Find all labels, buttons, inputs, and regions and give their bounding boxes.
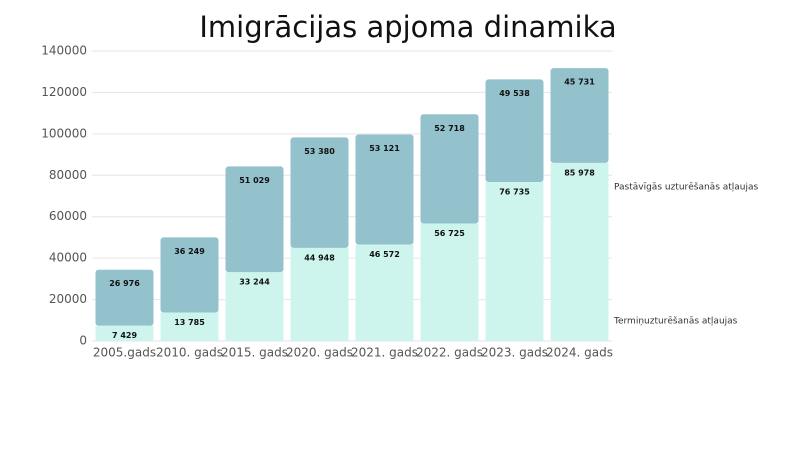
y-tick-label: 120000 <box>41 85 87 99</box>
legend-label: Termiņuzturēšanās atļaujas <box>613 316 738 327</box>
bar-segment <box>95 325 154 341</box>
bar-segment <box>290 247 349 341</box>
value-label: 44 948 <box>304 253 335 262</box>
value-label: 13 785 <box>174 318 205 327</box>
bar-segment <box>550 68 609 163</box>
bar-segment <box>550 162 609 341</box>
x-tick-label: 2015. gads <box>221 346 288 360</box>
y-tick-label: 40000 <box>49 251 87 265</box>
bar-segment <box>355 134 414 245</box>
bar-segment <box>95 269 154 326</box>
bar-segment <box>355 244 414 341</box>
y-tick-label: 60000 <box>49 209 87 223</box>
value-label: 46 572 <box>369 250 400 259</box>
y-tick-label: 140000 <box>41 44 87 58</box>
x-tick-label: 2020. gads <box>286 346 353 360</box>
value-label: 49 538 <box>499 89 530 98</box>
bar-segment <box>290 137 349 248</box>
value-label: 45 731 <box>564 78 595 87</box>
x-tick-label: 2005.gads <box>93 346 156 360</box>
y-tick-label: 20000 <box>49 292 87 306</box>
legend-label: Pastāvīgās uzturēšanās atļaujas <box>614 182 759 193</box>
bar-segment <box>485 182 544 341</box>
x-tick-label: 2010. gads <box>156 346 223 360</box>
x-tick-label: 2022. gads <box>416 346 483 360</box>
value-label: 53 121 <box>369 144 400 153</box>
value-label: 51 029 <box>239 176 270 185</box>
bar-segment <box>160 312 219 341</box>
bar-segment <box>485 79 544 183</box>
bar-segment <box>420 223 479 341</box>
bar-segment <box>225 166 284 273</box>
value-label: 53 380 <box>304 147 335 156</box>
x-tick-label: 2024. gads <box>546 346 613 360</box>
x-tick-label: 2021. gads <box>351 346 418 360</box>
value-label: 7 429 <box>112 331 137 340</box>
bar-segment <box>420 114 479 224</box>
value-label: 76 735 <box>499 188 530 197</box>
x-tick-label: 2023. gads <box>481 346 548 360</box>
y-tick-label: 100000 <box>41 126 87 140</box>
chart-title: Imigrācijas apjoma dinamika <box>199 10 616 44</box>
value-label: 52 718 <box>434 124 465 133</box>
bar-segment <box>225 272 284 341</box>
bar-segment <box>160 237 219 313</box>
value-label: 33 244 <box>239 278 270 287</box>
value-label: 26 976 <box>109 279 140 288</box>
value-label: 56 725 <box>434 229 465 238</box>
y-tick-label: 0 <box>79 334 87 348</box>
value-label: 85 978 <box>564 168 595 177</box>
value-label: 36 249 <box>174 247 205 256</box>
y-tick-label: 80000 <box>49 168 87 182</box>
